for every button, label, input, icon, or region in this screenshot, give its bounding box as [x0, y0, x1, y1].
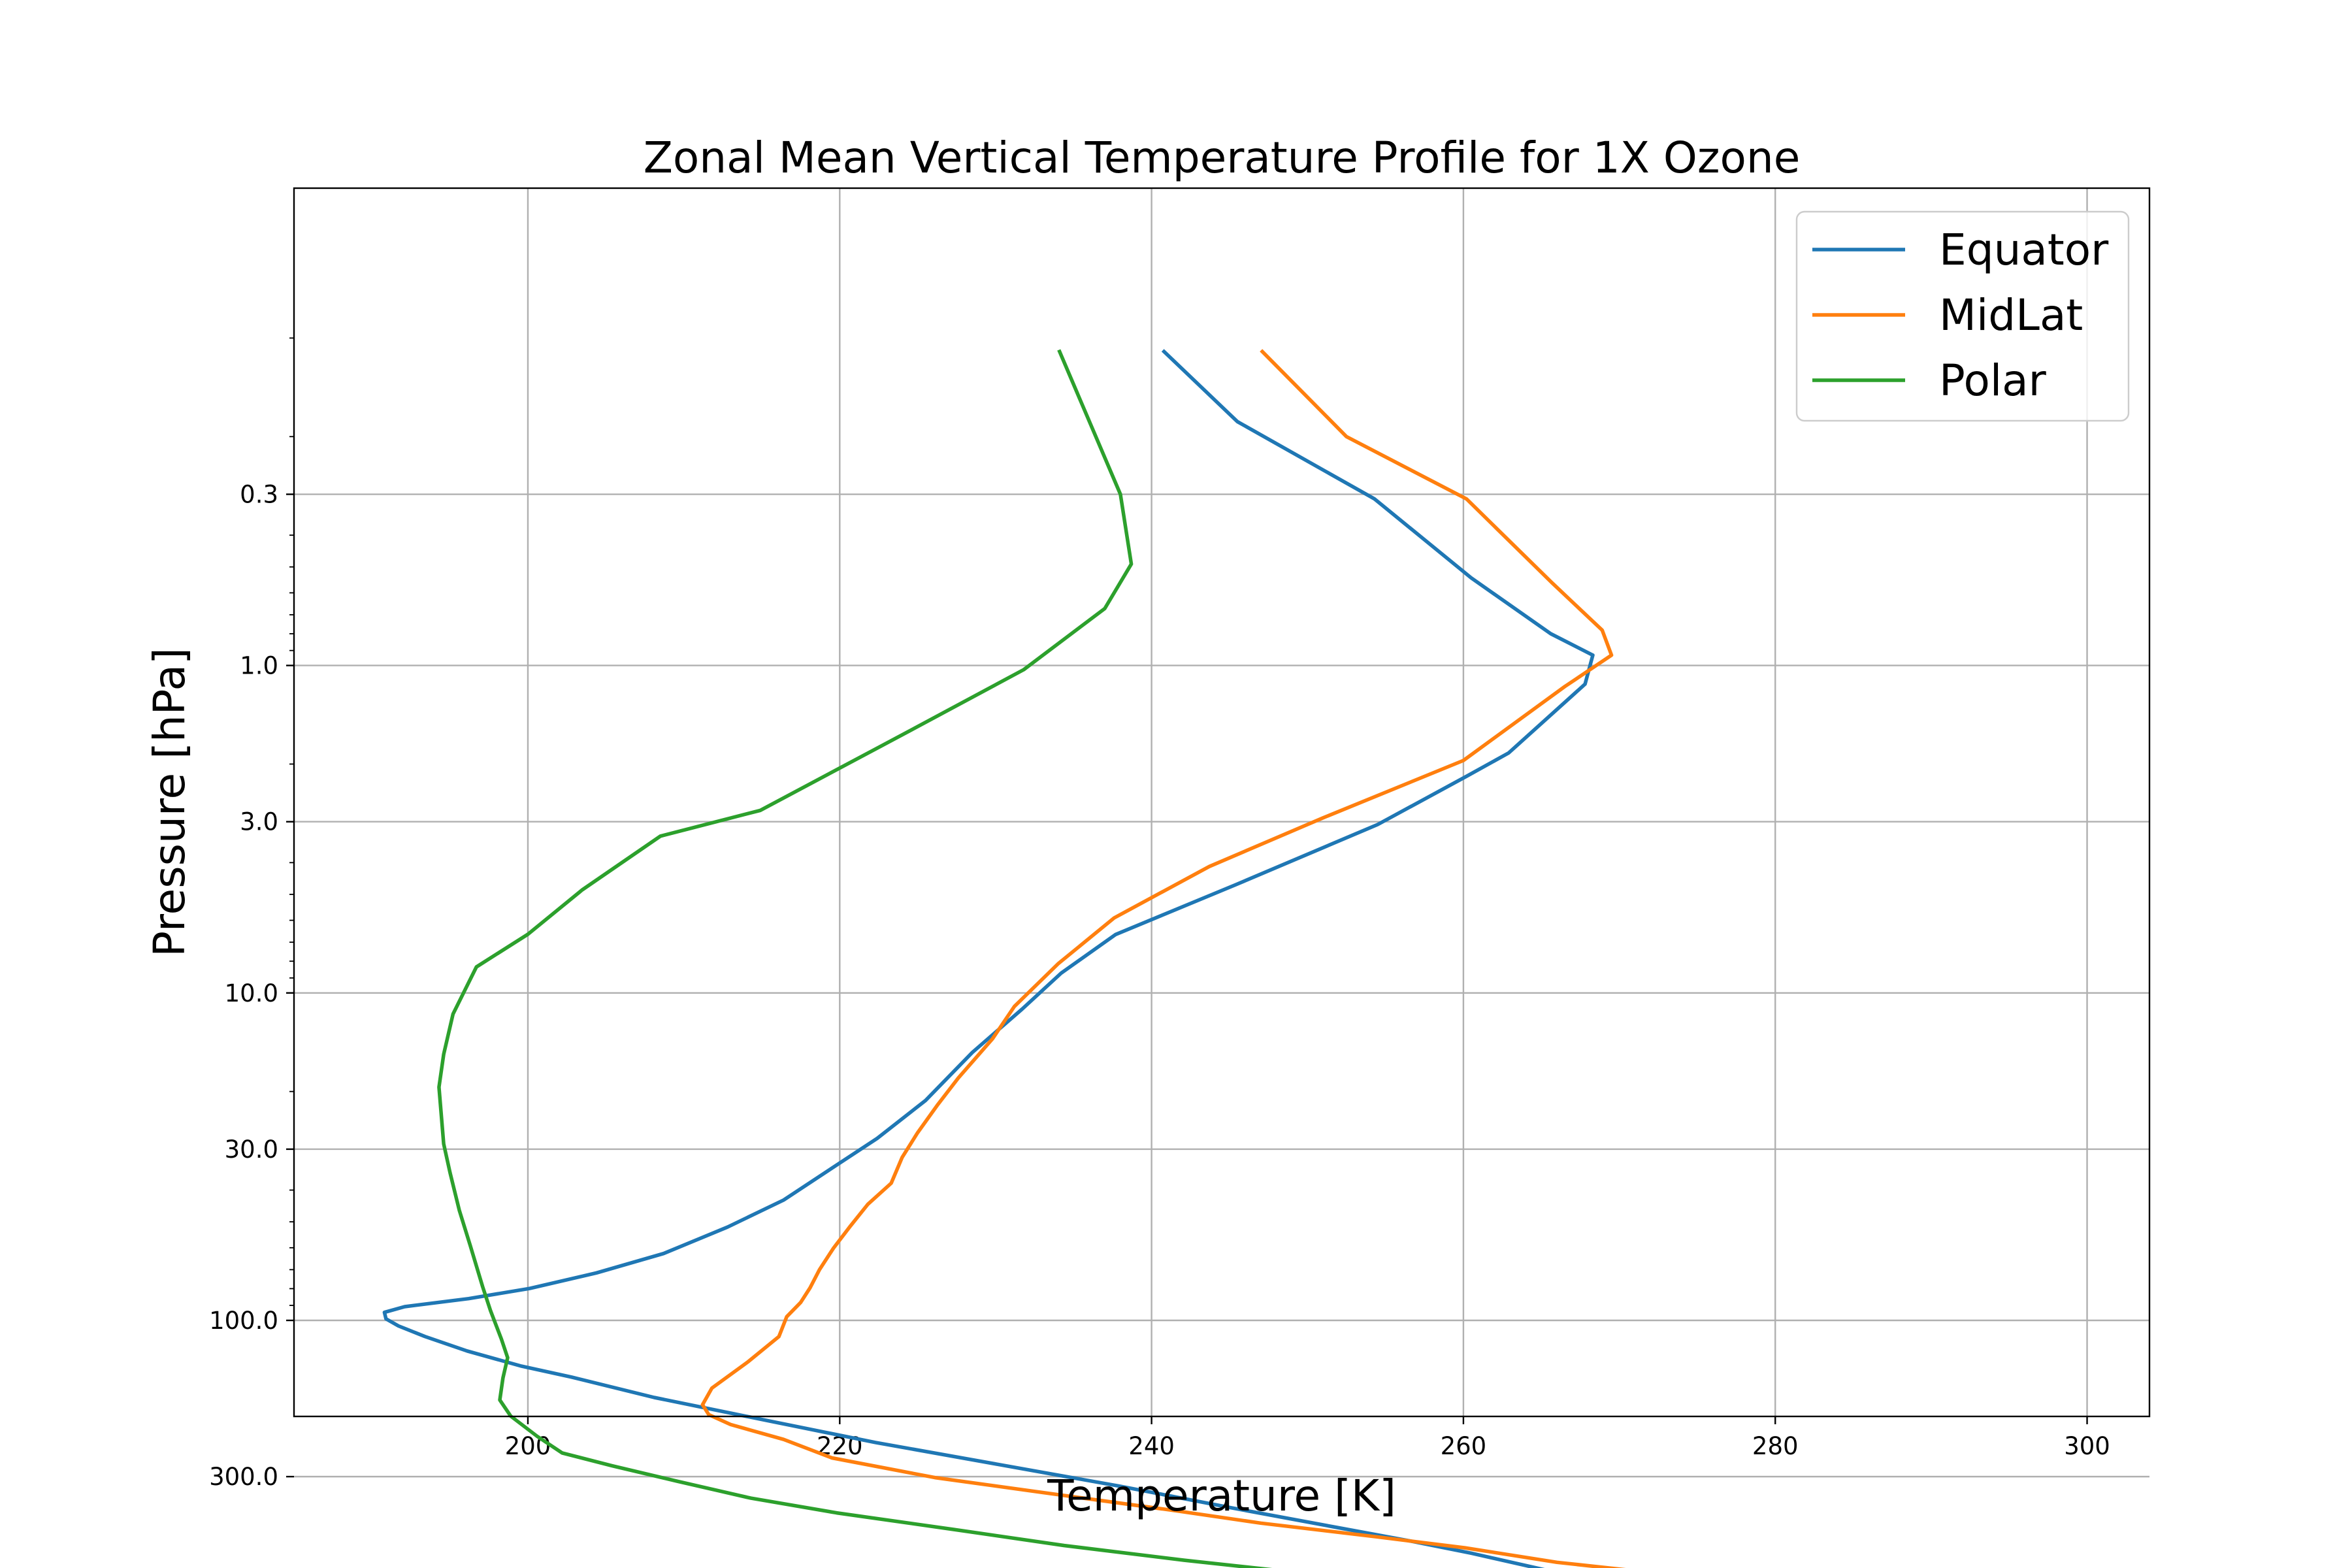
y-tick-label: 300.0: [209, 1463, 278, 1491]
x-tick-label: 300: [2064, 1432, 2110, 1460]
y-tick-label: 10.0: [225, 979, 278, 1007]
legend: Equator MidLat Polar: [1795, 210, 2130, 422]
chart-title: Zonal Mean Vertical Temperature Profile …: [644, 133, 1801, 183]
x-tick-label: 260: [1441, 1432, 1487, 1460]
y-tick-label: 0.3: [240, 481, 278, 509]
x-axis-label: Temperature [K]: [1047, 1471, 1396, 1521]
series-line-midlat: [700, 349, 1626, 1568]
y-tick-label: 1.0: [240, 652, 278, 680]
legend-box: [1795, 210, 2130, 422]
grid: [294, 188, 2149, 1478]
y-axis-label: Pressure [hPa]: [144, 647, 195, 956]
x-tick-label: 200: [505, 1432, 551, 1460]
y-tick-label: 30.0: [225, 1135, 278, 1164]
x-tick-label: 280: [1752, 1432, 1799, 1460]
legend-label-equator: Equator: [1939, 225, 2109, 275]
x-tick-label: 240: [1128, 1432, 1175, 1460]
axis-ticks: 200 220 240 260 280 3000.31.03.010.030.0100.0…: [209, 481, 2110, 1492]
series-line-equator: [382, 349, 1595, 1568]
y-tick-label: 3.0: [240, 808, 278, 836]
legend-label-polar: Polar: [1939, 355, 2047, 406]
series-lines: [382, 349, 1626, 1568]
series-line-polar: [437, 349, 1273, 1568]
y-tick-label: 100.0: [209, 1307, 278, 1335]
plot-frame: [293, 187, 2151, 1418]
legend-label-midlat: MidLat: [1939, 290, 2083, 340]
